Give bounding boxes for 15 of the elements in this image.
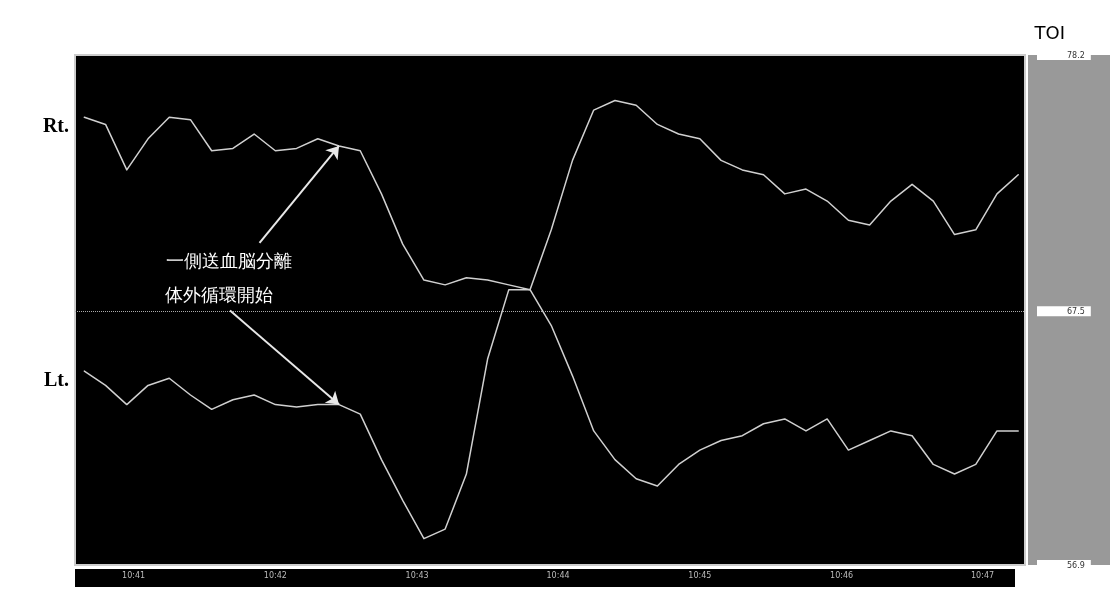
x-tick-label: 10:46	[830, 570, 854, 580]
y-tick-label: 56.9	[1067, 560, 1085, 570]
annotation: 一側送血脳分離	[166, 250, 293, 272]
x-tick-label: 10:47	[971, 570, 995, 580]
annotation: 体外循環開始	[165, 284, 274, 306]
chart-title: TOI	[1033, 21, 1066, 43]
x-tick-label: 10:42	[263, 570, 287, 580]
series-label: Lt.	[44, 368, 69, 391]
y-tick-label: 78.2	[1067, 50, 1085, 60]
series-label: Rt.	[42, 114, 69, 137]
x-tick-label: 10:43	[405, 570, 429, 580]
x-tick-label: 10:45	[688, 570, 712, 580]
x-tick-label: 10:41	[122, 570, 146, 580]
y-tick-label: 67.5	[1067, 306, 1085, 316]
x-tick-label: 10:44	[546, 570, 570, 580]
